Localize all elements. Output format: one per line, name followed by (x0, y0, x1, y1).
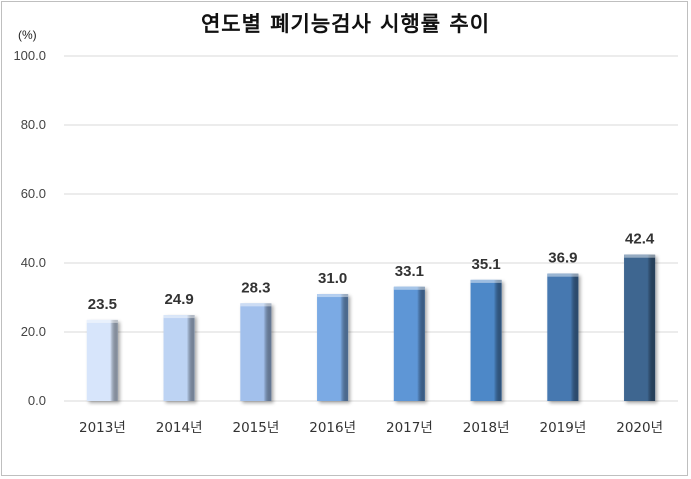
data-label: 31.0 (318, 270, 347, 287)
bar-highlight (624, 254, 656, 258)
data-label: 28.3 (241, 279, 270, 296)
data-label: 24.9 (165, 291, 194, 308)
data-label: 35.1 (472, 256, 501, 273)
y-tick-label: 0.0 (28, 393, 46, 408)
x-tick-label: 2020년 (616, 420, 663, 436)
y-tick-label: 80.0 (21, 117, 46, 132)
gridlines (64, 55, 678, 402)
bar-shade (240, 303, 272, 401)
y-tick-label: 40.0 (21, 255, 46, 270)
x-tick-label: 2018년 (463, 420, 510, 436)
y-tick-label: 60.0 (21, 186, 46, 201)
y-axis-ticks: 0.0 20.0 40.0 60.0 80.0 100.0 (13, 48, 46, 408)
x-tick-label: 2015년 (232, 420, 279, 436)
data-label: 42.4 (625, 231, 655, 248)
data-label: 36.9 (548, 250, 577, 267)
x-axis-ticks: 2013년 2014년 2015년 2016년 2017년 2018년 2019년 2020년 (79, 420, 663, 436)
bar-highlight (547, 273, 579, 277)
bar-shade (624, 254, 656, 401)
x-tick-label: 2019년 (539, 420, 586, 436)
y-tick-label: 100.0 (13, 48, 46, 63)
bars (86, 254, 656, 401)
bar-highlight (240, 303, 272, 307)
chart-title: 연도별 폐기능검사 시행률 추이 (200, 12, 491, 36)
y-axis-unit: (%) (18, 28, 37, 42)
x-tick-label: 2017년 (386, 420, 433, 436)
bar-shade (163, 315, 195, 401)
data-labels: 23.5 24.9 28.3 31.0 33.1 35.1 36.9 42.4 (88, 231, 655, 313)
data-label: 33.1 (395, 263, 424, 280)
bar-shade (547, 273, 579, 401)
data-label: 23.5 (88, 296, 117, 313)
bar-highlight (470, 279, 502, 283)
y-tick-label: 20.0 (21, 324, 46, 339)
bar-highlight (163, 315, 195, 319)
bar-shade (470, 279, 502, 401)
bar-shade (393, 286, 425, 401)
bar-shade (317, 294, 349, 401)
bar-highlight (86, 319, 118, 323)
bar-highlight (393, 286, 425, 290)
x-tick-label: 2014년 (156, 420, 203, 436)
x-tick-label: 2016년 (309, 420, 356, 436)
bar-highlight (317, 294, 349, 298)
bar-shade (86, 319, 118, 401)
x-tick-label: 2013년 (79, 420, 126, 436)
